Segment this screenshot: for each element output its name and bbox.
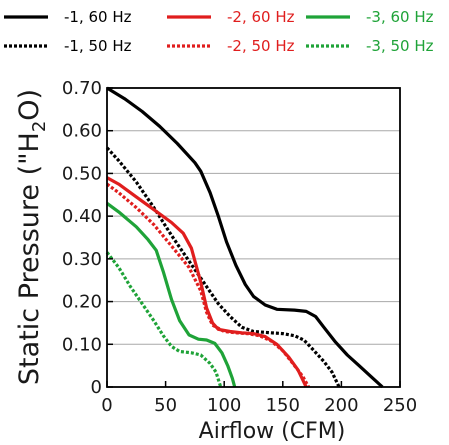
y-axis-title-part2: O) — [14, 89, 45, 121]
y-axis-title-part1: Static Pressure ("H — [14, 132, 45, 385]
legend: -1, 60 Hz -1, 50 Hz -2, 60 Hz -2, 50 Hz -3, … — [4, 8, 434, 55]
series-line-4 — [106, 182, 311, 388]
y-tick-label-7: 0.70 — [62, 78, 102, 99]
x-tick-label-0: 0 — [101, 395, 112, 416]
y-tick-label-6: 0.60 — [62, 121, 102, 142]
x-tick-label-4: 200 — [324, 395, 358, 416]
x-tick-label-5: 250 — [383, 395, 417, 416]
y-tick-label-1: 0.10 — [62, 334, 102, 355]
legend-label-3: -2, 60 Hz — [227, 8, 295, 26]
legend-label-2: -1, 50 Hz — [64, 37, 132, 55]
x-tick-label-2: 100 — [207, 395, 241, 416]
y-tick-label-5: 0.50 — [62, 163, 102, 184]
series-line-1 — [106, 86, 384, 389]
y-axis-title: Static Pressure ("H2O) — [14, 89, 50, 385]
legend-label-6: -3, 50 Hz — [366, 37, 434, 55]
legend-label-4: -2, 50 Hz — [227, 37, 295, 55]
x-tick-label-3: 150 — [266, 395, 300, 416]
axes — [106, 87, 401, 388]
y-tick-label-3: 0.30 — [62, 249, 102, 270]
y-tick-label-2: 0.20 — [62, 292, 102, 313]
legend-label-1: -1, 60 Hz — [64, 8, 132, 26]
series-layer — [105, 86, 384, 389]
legend-label-5: -3, 60 Hz — [366, 8, 434, 26]
tick-labels: 0 50 100 150 200 250 0 0.10 0.20 0.30 0.40 0.50 0.60… — [62, 78, 417, 416]
series-line-5 — [106, 202, 237, 388]
y-tick-label-0: 0 — [91, 377, 102, 398]
x-tick-label-1: 50 — [154, 395, 177, 416]
y-axis-title-subscript: 2 — [29, 121, 50, 132]
series-line-2 — [105, 146, 341, 388]
grid — [107, 87, 400, 345]
series-line-6 — [105, 251, 223, 388]
plot-frame — [106, 87, 401, 388]
series-line-3 — [106, 176, 308, 388]
y-tick-label-4: 0.40 — [62, 206, 102, 227]
x-axis-title: Airflow (CFM) — [199, 419, 346, 444]
